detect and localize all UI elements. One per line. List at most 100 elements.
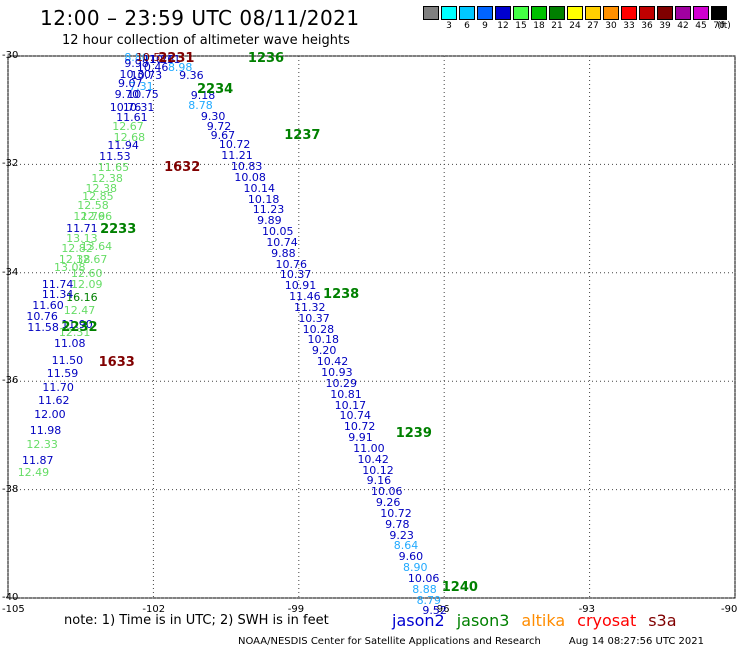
wave-height-value: 10.72 (218, 138, 251, 152)
color-swatch (585, 6, 601, 20)
wave-height-value: 11.61 (116, 110, 148, 124)
color-swatch-label: 45 (695, 21, 707, 31)
wave-height-value: 10.11 (149, 52, 181, 66)
color-swatch (531, 6, 547, 20)
longitude-tick-label: -99 (287, 604, 305, 615)
legend-jason3: jason3 (456, 611, 510, 630)
wave-height-value: 9.60 (398, 550, 424, 564)
wave-height-value: 12.09 (71, 277, 103, 291)
wave-height-value: 11.71 (66, 221, 98, 235)
longitude-tick-label: -102 (142, 604, 166, 615)
wave-height-value: 10.76 (26, 310, 58, 324)
wave-height-value: 11.65 (97, 161, 130, 175)
wave-height-value: 11.08 (54, 337, 86, 351)
wave-height-value: 10.42 (357, 452, 389, 466)
pass-number-label: 1240 (441, 580, 478, 596)
wave-height-value: 11.32 (293, 300, 326, 314)
wave-height-value: 11.74 (41, 277, 74, 291)
footer-timestamp: Aug 14 08:27:56 UTC 2021 (568, 636, 705, 647)
wave-height-value: 8.79 (416, 593, 442, 607)
color-swatch-label: 39 (659, 21, 671, 31)
wave-height-value: 8.90 (403, 561, 428, 575)
wave-height-value: 8.98 (167, 60, 193, 74)
latitude-tick-label: -40 (2, 592, 19, 603)
color-swatch-label: 42 (677, 21, 689, 31)
wave-height-value: 10.93 (321, 365, 353, 379)
wave-height-value: 10.74 (266, 235, 298, 249)
color-swatch (459, 6, 475, 20)
color-swatch-label: 6 (464, 21, 470, 31)
longitude-tick-label: -96 (433, 604, 450, 615)
wave-height-value: 9.89 (257, 214, 282, 228)
wave-height-value: 12.33 (26, 437, 58, 451)
wave-height-value: 9.26 (375, 496, 401, 510)
wave-height-value: 11.60 (32, 299, 64, 313)
color-swatch (567, 6, 583, 20)
longitude-tick-label: -90 (721, 604, 738, 615)
wave-height-value: 11.58 (27, 321, 59, 334)
wave-height-value: 10.14 (243, 181, 276, 195)
color-swatch-label: 33 (623, 21, 635, 31)
units-note: note: 1) Time is in UTC; 2) SWH is in fe… (64, 613, 329, 628)
color-swatch (513, 6, 529, 20)
color-swatch-label: 70 (713, 21, 725, 31)
wave-height-value: 10.37 (279, 268, 312, 282)
wave-height-value: 9.98 (124, 56, 149, 70)
wave-height-value: 10.76 (275, 257, 308, 271)
wave-height-value: 11.62 (38, 394, 70, 408)
map-border (7, 55, 736, 599)
color-swatch (639, 6, 655, 20)
wave-height-value: 11.00 (353, 441, 385, 455)
wave-height-value: 12.76 (73, 209, 105, 223)
color-swatch-label: 27 (587, 21, 599, 31)
legend-jason2: jason2 (392, 611, 445, 630)
wave-height-value: 10.83 (230, 160, 263, 174)
wave-height-value: 10.72 (343, 420, 376, 434)
wave-height-value: 10.18 (307, 333, 340, 347)
page-title: 12:00 – 23:59 UTC 08/11/2021 (40, 6, 360, 30)
color-swatch-label: 12 (497, 21, 509, 31)
color-swatch (549, 6, 565, 20)
pass-number-label: 2233 (100, 222, 137, 238)
color-swatch (477, 6, 493, 20)
wave-height-value: 9.78 (385, 517, 410, 531)
wave-height-value: 10.76 (109, 101, 142, 115)
footer-credit: NOAA/NESDIS Center for Satellite Applica… (238, 636, 704, 647)
wave-height-value: 10.37 (298, 311, 330, 325)
wave-height-value: 10.91 (284, 279, 317, 293)
wave-height-value: 12.47 (63, 303, 96, 317)
footer-agency: NOAA/NESDIS Center for Satellite Applica… (238, 636, 541, 647)
latitude-tick-label: -36 (2, 375, 19, 387)
wave-height-value: 10.05 (261, 225, 294, 239)
wave-height-value: 10.12 (362, 463, 394, 477)
color-swatch-label: 21 (551, 21, 563, 31)
wave-height-value: 11.59 (46, 367, 79, 381)
wave-height-value: 9.36 (179, 68, 204, 82)
color-swatch (693, 6, 709, 20)
wave-height-value: 13.64 (80, 239, 113, 253)
wave-height-value: 11.70 (42, 380, 74, 394)
color-swatch-label: 9 (482, 21, 488, 31)
wave-height-value: 9.67 (210, 128, 236, 142)
wave-height-value: 9.30 (200, 109, 226, 123)
wave-height-value: 12.00 (34, 407, 66, 421)
wave-height-value: 11.23 (252, 203, 285, 217)
wave-height-value: 12.49 (17, 466, 50, 480)
color-scale-unit: (ft) (717, 21, 731, 31)
wave-height-value: 10.73 (130, 68, 163, 82)
legend-s3a: s3a (648, 611, 677, 630)
wave-height-value: 8.78 (188, 98, 213, 112)
wave-height-value: 10.46 (136, 60, 169, 74)
latitude-tick-label: -32 (2, 158, 19, 170)
wave-height-value: 10.51 (135, 51, 168, 65)
wave-height-value: 11.46 (289, 290, 321, 304)
wave-height-value: 10.31 (122, 101, 155, 115)
wave-height-value: 12.38 (58, 253, 91, 267)
wave-height-value: 12.31 (58, 326, 91, 340)
color-swatch-label: 3 (446, 21, 452, 31)
color-swatch (423, 6, 439, 20)
wave-height-value: 10.17 (334, 398, 367, 412)
wave-height-value: 9.52 (422, 604, 447, 618)
wave-height-value: 12.58 (77, 199, 109, 213)
